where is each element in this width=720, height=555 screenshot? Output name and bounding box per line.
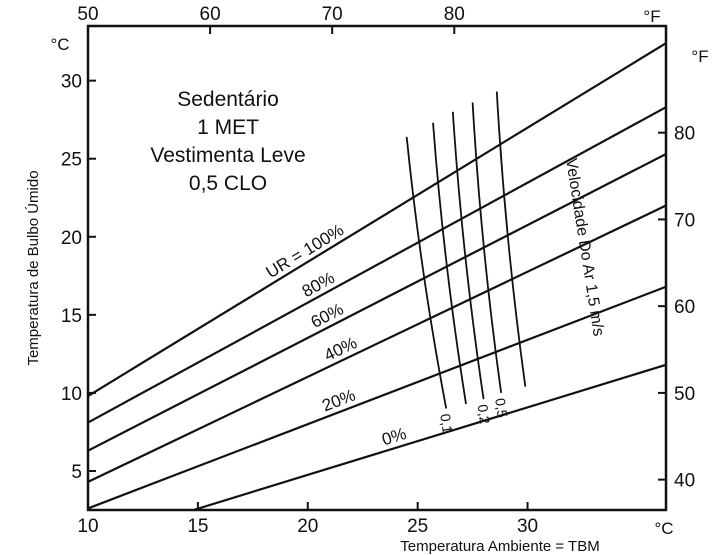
right-unit-label: °F	[691, 47, 708, 66]
y-axis-title: Temperatura de Bulbo Úmido	[25, 170, 42, 365]
right-tick-label-70: 70	[674, 210, 695, 231]
curve-ur-100	[87, 42, 667, 397]
y-unit-label: °C	[50, 35, 69, 54]
humidity-curves: UR = 100%80%60%40%20%0%	[87, 42, 667, 512]
x-axis-title: Temperatura Ambiente = TBM	[400, 538, 599, 555]
x-tick-label-10: 10	[77, 516, 98, 537]
air-velocity-line-1	[405, 136, 448, 409]
right-tick-label-80: 80	[674, 124, 695, 145]
right-tick-label-50: 50	[674, 384, 695, 405]
plot-frame	[86, 24, 668, 512]
curve-40	[87, 204, 667, 483]
title-line-4: 0,5 CLO	[189, 172, 267, 195]
y-tick-label-20: 20	[61, 228, 82, 249]
top-tick-label-60: 60	[200, 4, 221, 25]
curve-80	[87, 106, 667, 424]
x-tick-label-25: 25	[407, 516, 428, 537]
x-tick-label-15: 15	[187, 516, 208, 537]
curve-60	[87, 153, 667, 452]
top-tick-label-50: 50	[77, 4, 98, 25]
curve-label-20: 20%	[319, 385, 358, 415]
right-tick-label-40: 40	[674, 471, 695, 492]
y-tick-label-25: 25	[61, 150, 82, 171]
curve-0	[193, 363, 667, 512]
top-unit-label: °F	[643, 7, 660, 26]
title-line-3: Vestimenta Leve	[150, 144, 305, 167]
x-tick-label-20: 20	[297, 516, 318, 537]
y-tick-label-5: 5	[71, 462, 82, 483]
curve-label-ur-100: UR = 100%	[263, 220, 348, 282]
air-velocity-title: Velocidade Do Ar 1,5 m/s	[562, 157, 607, 337]
right-tick-label-60: 60	[674, 297, 695, 318]
y-tick-label-30: 30	[61, 72, 82, 93]
air-velocity-label-0-1: 0,1	[437, 413, 456, 435]
x-unit-label: °C	[654, 519, 673, 538]
curve-20	[87, 285, 667, 510]
air-velocity-grid: 0,1 0,2 0,5	[405, 91, 527, 435]
title-line-2: 1 MET	[197, 116, 259, 139]
top-tick-label-70: 70	[322, 4, 343, 25]
air-velocity-line-3	[451, 111, 485, 400]
top-tick-label-80: 80	[444, 4, 465, 25]
axis-ticks: 10 15 20 25 30 5 10 15 20 25 30 50 60 70 80 40 50 60 70 80	[61, 4, 695, 537]
y-tick-label-10: 10	[61, 384, 82, 405]
air-velocity-line-2	[432, 122, 467, 404]
title-line-1: Sedentário	[177, 88, 279, 111]
x-tick-label-30: 30	[517, 516, 538, 537]
y-tick-label-15: 15	[61, 306, 82, 327]
air-velocity-line-5	[495, 91, 527, 387]
